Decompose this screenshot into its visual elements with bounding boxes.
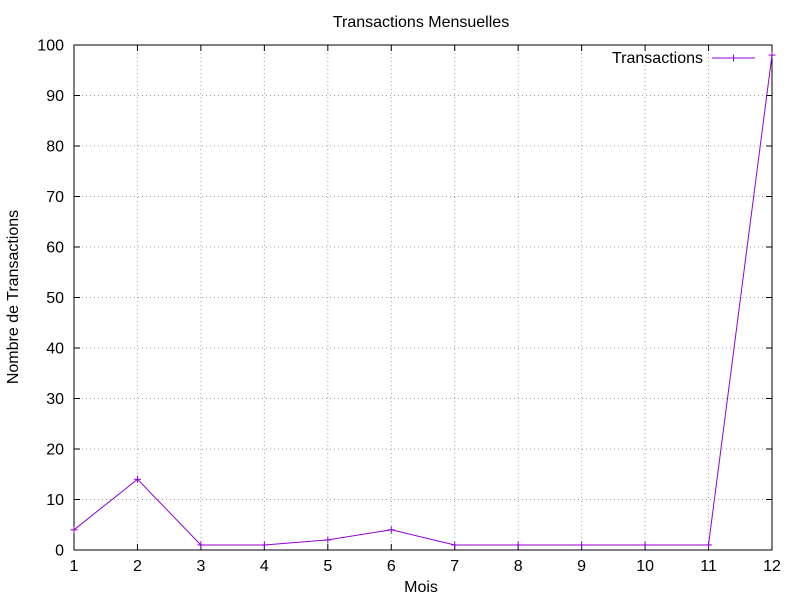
data-point — [387, 526, 395, 534]
data-point — [578, 541, 586, 549]
data-point — [514, 541, 522, 549]
x-tick-label: 9 — [577, 558, 586, 575]
chart-title: Transactions Mensuelles — [333, 14, 509, 31]
x-tick-label: 10 — [636, 558, 654, 575]
y-tick-label: 10 — [46, 492, 64, 509]
x-tick-label: 2 — [133, 558, 142, 575]
y-tick-label: 20 — [46, 442, 64, 459]
series-transactions — [70, 51, 776, 549]
x-tick-label: 12 — [763, 558, 781, 575]
data-point — [451, 541, 459, 549]
y-tick-label: 40 — [46, 341, 64, 358]
data-point — [260, 541, 268, 549]
y-tick-label: 80 — [46, 139, 64, 156]
y-axis-label: Nombre de Transactions — [5, 210, 22, 384]
y-tick-label: 100 — [37, 38, 64, 55]
grid-lines — [74, 45, 772, 550]
y-tick-label: 30 — [46, 391, 64, 408]
y-tick-label: 70 — [46, 189, 64, 206]
data-point — [133, 475, 141, 483]
x-tick-label: 7 — [450, 558, 459, 575]
x-tick-label: 8 — [514, 558, 523, 575]
x-tick-label: 1 — [70, 558, 79, 575]
x-tick-label: 11 — [700, 558, 717, 575]
data-point — [324, 536, 332, 544]
legend: Transactions — [612, 50, 755, 67]
data-point — [641, 541, 649, 549]
series-line — [73, 55, 773, 546]
x-tick-label: 6 — [387, 558, 396, 575]
x-tick-label: 4 — [260, 558, 269, 575]
y-tick-label: 50 — [46, 290, 64, 307]
data-point — [705, 541, 713, 549]
data-point — [768, 51, 776, 59]
y-tick-label: 0 — [55, 543, 64, 560]
x-tick-labels: 1 2 3 4 5 6 7 8 9 10 11 12 — [70, 558, 781, 575]
data-point — [70, 526, 78, 534]
y-tick-label: 90 — [46, 88, 64, 105]
y-tick-labels: 0 10 20 30 40 50 60 70 80 90 100 — [37, 38, 64, 560]
x-axis-label: Mois — [404, 579, 438, 596]
data-point — [197, 541, 205, 549]
legend-label-transactions: Transactions — [612, 50, 703, 67]
x-tick-label: 5 — [323, 558, 332, 575]
y-tick-label: 60 — [46, 240, 64, 257]
x-tick-label: 3 — [196, 558, 205, 575]
